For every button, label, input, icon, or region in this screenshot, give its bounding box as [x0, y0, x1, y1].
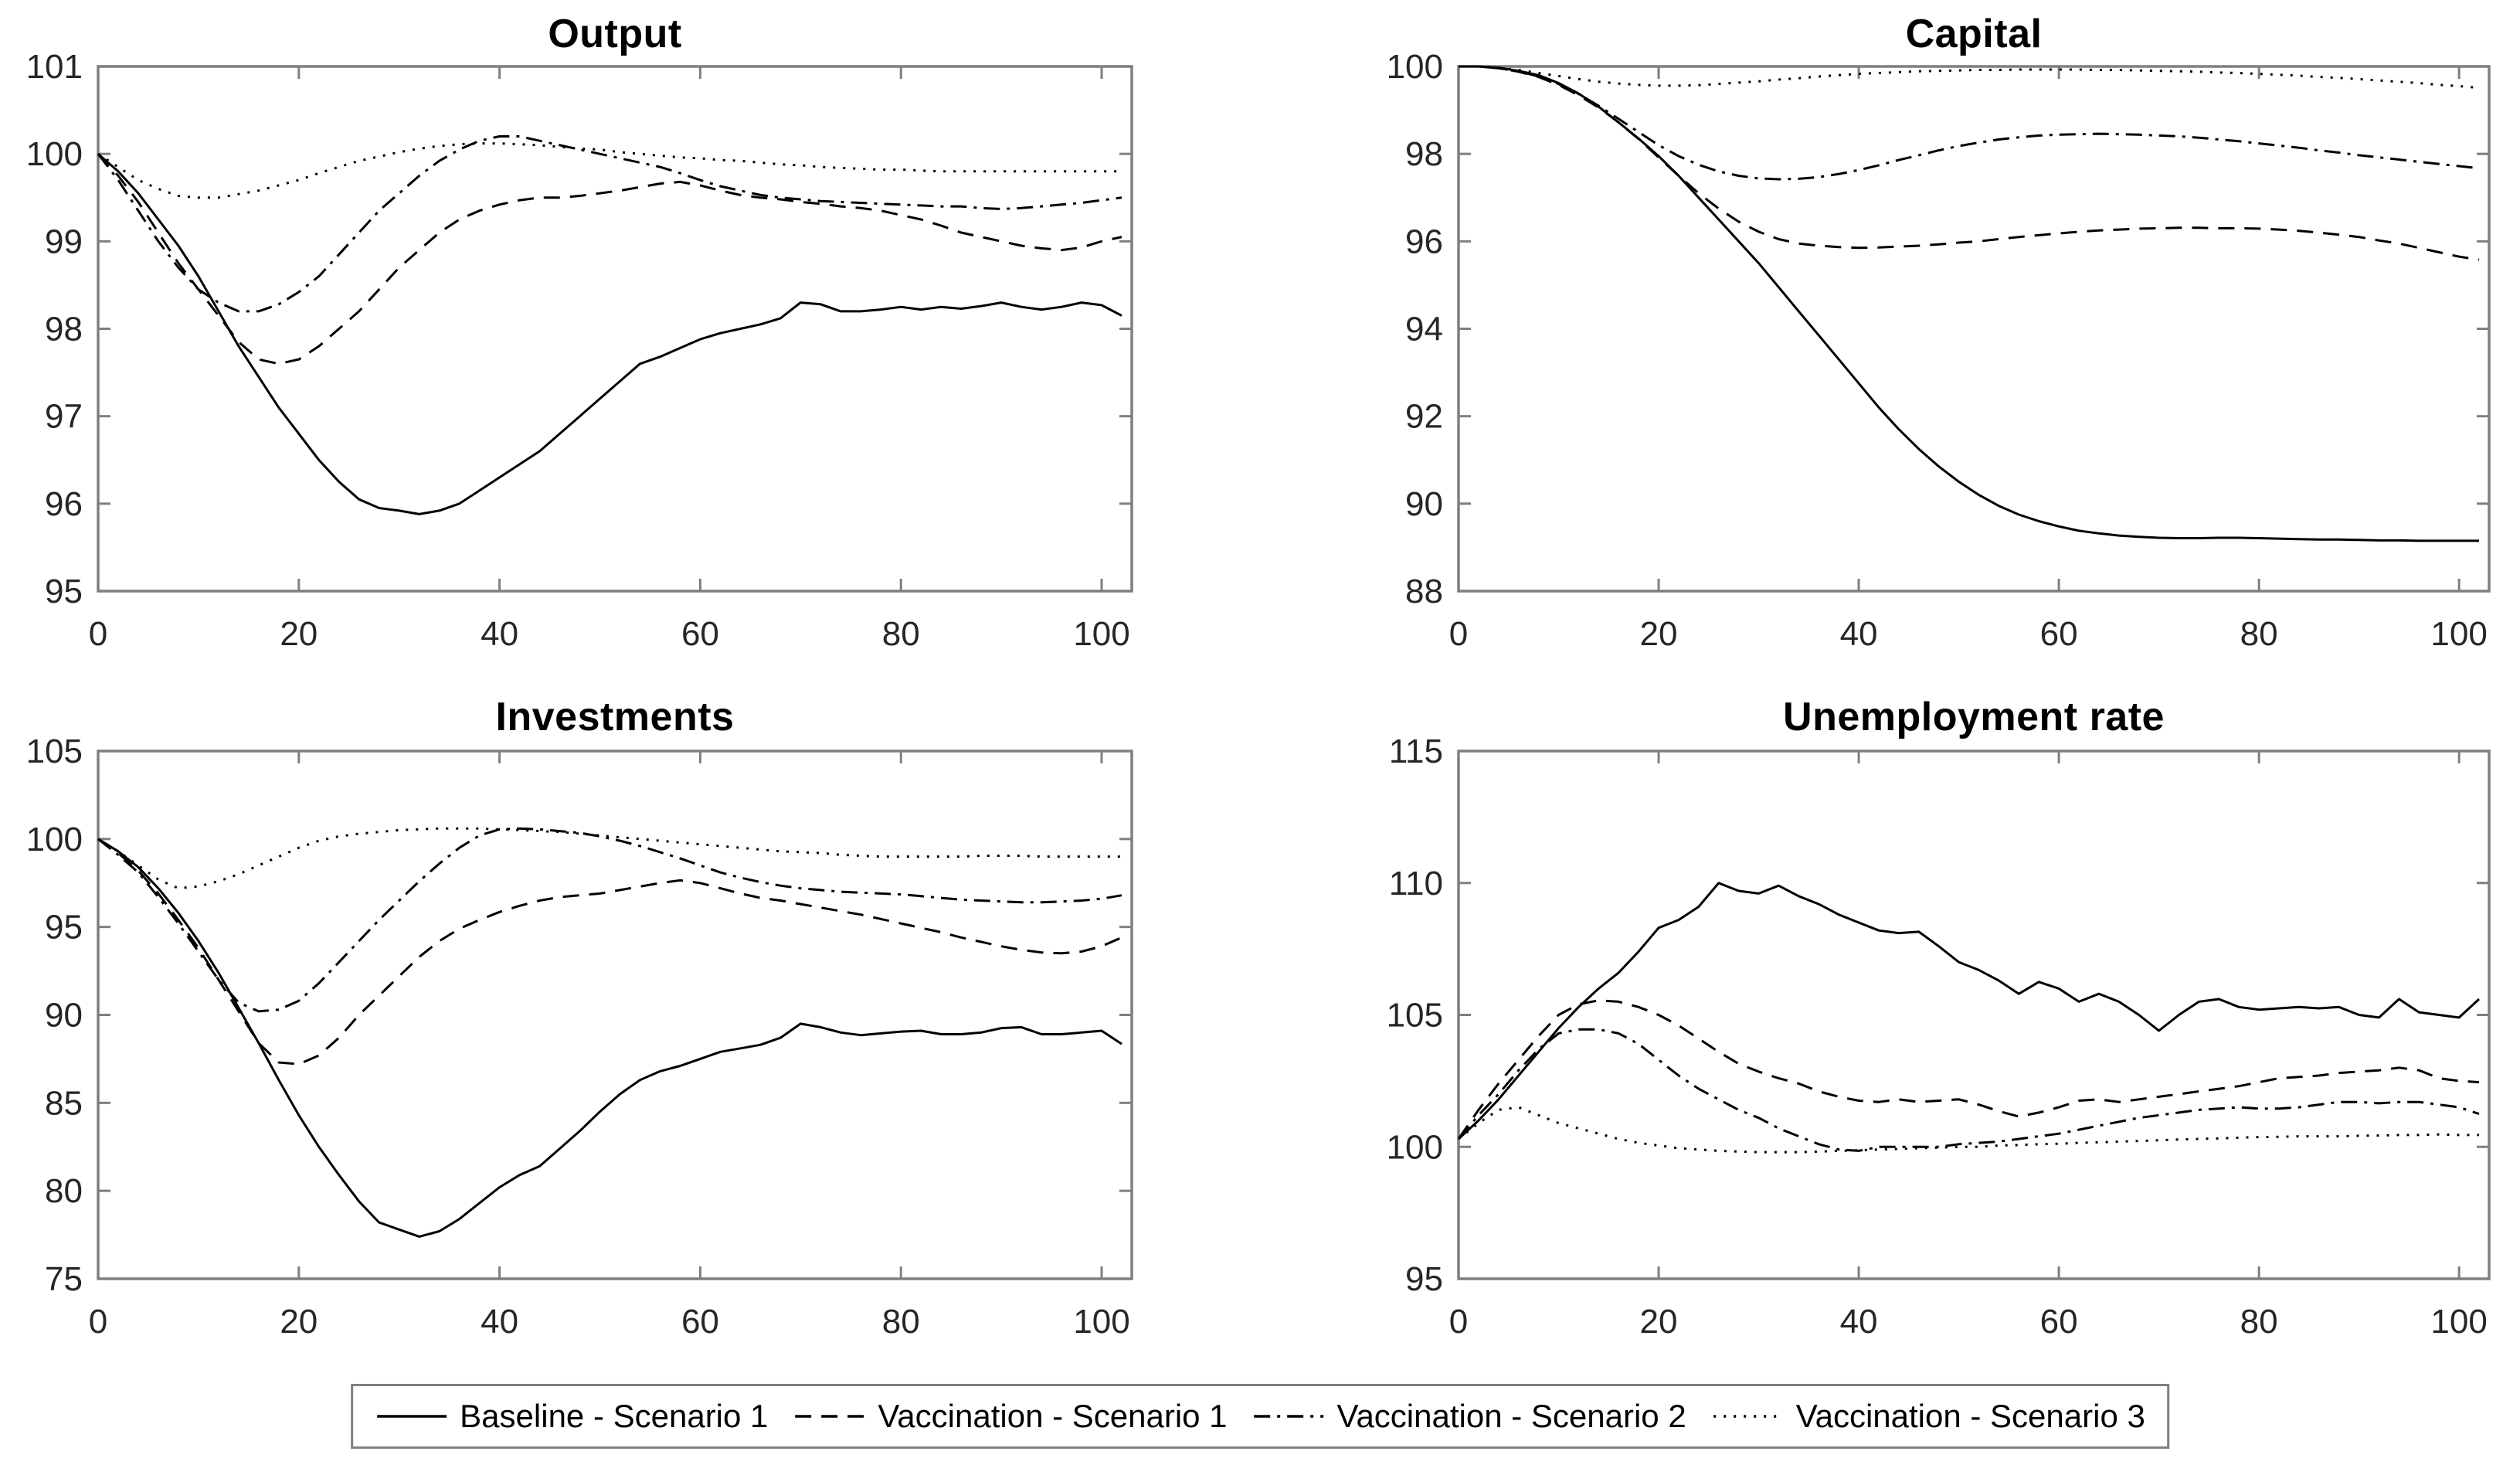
panel-output: Output 0 20 40 60 80 100 95 96 97 98 99 100 101: [0, 0, 1260, 680]
svg-text:101: 101: [26, 48, 83, 86]
svg-text:75: 75: [45, 1260, 83, 1298]
svg-text:95: 95: [45, 909, 83, 947]
legend-label: Vaccination - Scenario 3: [1795, 1398, 2145, 1434]
dashed-line-icon: [795, 1415, 865, 1418]
legend-label: Vaccination - Scenario 2: [1336, 1398, 1686, 1434]
svg-text:60: 60: [2040, 615, 2078, 653]
svg-text:100: 100: [1387, 1128, 1443, 1166]
svg-text:20: 20: [1640, 615, 1678, 653]
svg-text:100: 100: [1073, 1303, 1129, 1341]
dashdot-line-icon: [1254, 1415, 1324, 1418]
svg-text:99: 99: [45, 223, 83, 260]
svg-text:0: 0: [1449, 615, 1468, 653]
capital-title: Capital: [1905, 12, 2043, 56]
output-chart: 0 20 40 60 80 100 95 96 97 98 99 100 101: [26, 48, 1133, 653]
svg-text:97: 97: [45, 398, 83, 436]
svg-text:94: 94: [1405, 311, 1443, 348]
svg-text:90: 90: [1405, 485, 1443, 523]
svg-text:0: 0: [89, 615, 107, 653]
panel-investments: Investments 0 20 40 60 80 100 75 80 85 90 95 100 105: [0, 680, 1260, 1375]
svg-text:40: 40: [1840, 1303, 1878, 1341]
svg-text:0: 0: [89, 1303, 107, 1341]
svg-text:0: 0: [1449, 1303, 1468, 1341]
svg-text:95: 95: [1405, 1260, 1443, 1298]
svg-text:100: 100: [26, 135, 83, 173]
unemployment-chart: 0 20 40 60 80 100 95 100 105 110 115: [1387, 732, 2491, 1341]
svg-text:92: 92: [1405, 398, 1443, 436]
capital-chart: 0 20 40 60 80 100 88 90 92 94 96 98 100: [1387, 48, 2491, 653]
svg-text:85: 85: [45, 1084, 83, 1122]
svg-text:100: 100: [26, 821, 83, 858]
panel-capital: Capital 0 20 40 60 80 100 88 90 92 94 96 98 100: [1260, 0, 2520, 680]
svg-text:98: 98: [1405, 135, 1443, 173]
svg-text:80: 80: [45, 1172, 83, 1210]
svg-text:100: 100: [2430, 1303, 2487, 1341]
svg-text:100: 100: [1073, 615, 1129, 653]
svg-text:40: 40: [481, 615, 518, 653]
unemployment-title: Unemployment rate: [1783, 695, 2165, 739]
legend-entry-vaccination-scenario-1: Vaccination - Scenario 1: [793, 1398, 1228, 1435]
svg-text:95: 95: [45, 573, 83, 610]
svg-text:110: 110: [1389, 865, 1443, 902]
legend-entry-vaccination-scenario-3: Vaccination - Scenario 3: [1711, 1398, 2145, 1435]
svg-text:80: 80: [882, 615, 920, 653]
svg-text:60: 60: [681, 1303, 719, 1341]
svg-text:105: 105: [26, 732, 83, 770]
svg-text:105: 105: [1387, 997, 1443, 1035]
svg-text:60: 60: [2040, 1303, 2078, 1341]
solid-line-icon: [377, 1415, 447, 1418]
svg-text:80: 80: [2240, 1303, 2278, 1341]
legend-label: Vaccination - Scenario 1: [878, 1398, 1228, 1434]
output-title: Output: [548, 12, 682, 56]
investments-chart: 0 20 40 60 80 100 75 80 85 90 95 100 105: [26, 732, 1133, 1341]
svg-text:60: 60: [681, 615, 719, 653]
dotted-line-icon: [1713, 1415, 1783, 1418]
svg-text:115: 115: [1389, 732, 1443, 770]
svg-text:20: 20: [1640, 1303, 1678, 1341]
svg-text:96: 96: [45, 485, 83, 523]
panel-unemployment: Unemployment rate 0 20 40 60 80 100 95 100 105 11…: [1260, 680, 2520, 1375]
legend-entry-baseline-scenario-1: Baseline - Scenario 1: [375, 1398, 768, 1435]
svg-text:100: 100: [1387, 48, 1443, 86]
svg-text:40: 40: [1840, 615, 1878, 653]
svg-text:100: 100: [2430, 615, 2487, 653]
svg-text:20: 20: [280, 615, 318, 653]
svg-text:96: 96: [1405, 223, 1443, 260]
legend-label: Baseline - Scenario 1: [460, 1398, 769, 1434]
legend-entry-vaccination-scenario-2: Vaccination - Scenario 2: [1252, 1398, 1686, 1435]
svg-text:88: 88: [1405, 573, 1443, 610]
svg-text:98: 98: [45, 311, 83, 348]
legend: Baseline - Scenario 1 Vaccination - Scen…: [351, 1384, 2169, 1449]
svg-text:20: 20: [280, 1303, 318, 1341]
svg-text:80: 80: [882, 1303, 920, 1341]
svg-text:90: 90: [45, 997, 83, 1035]
svg-text:80: 80: [2240, 615, 2278, 653]
investments-title: Investments: [495, 695, 735, 739]
svg-text:40: 40: [481, 1303, 518, 1341]
